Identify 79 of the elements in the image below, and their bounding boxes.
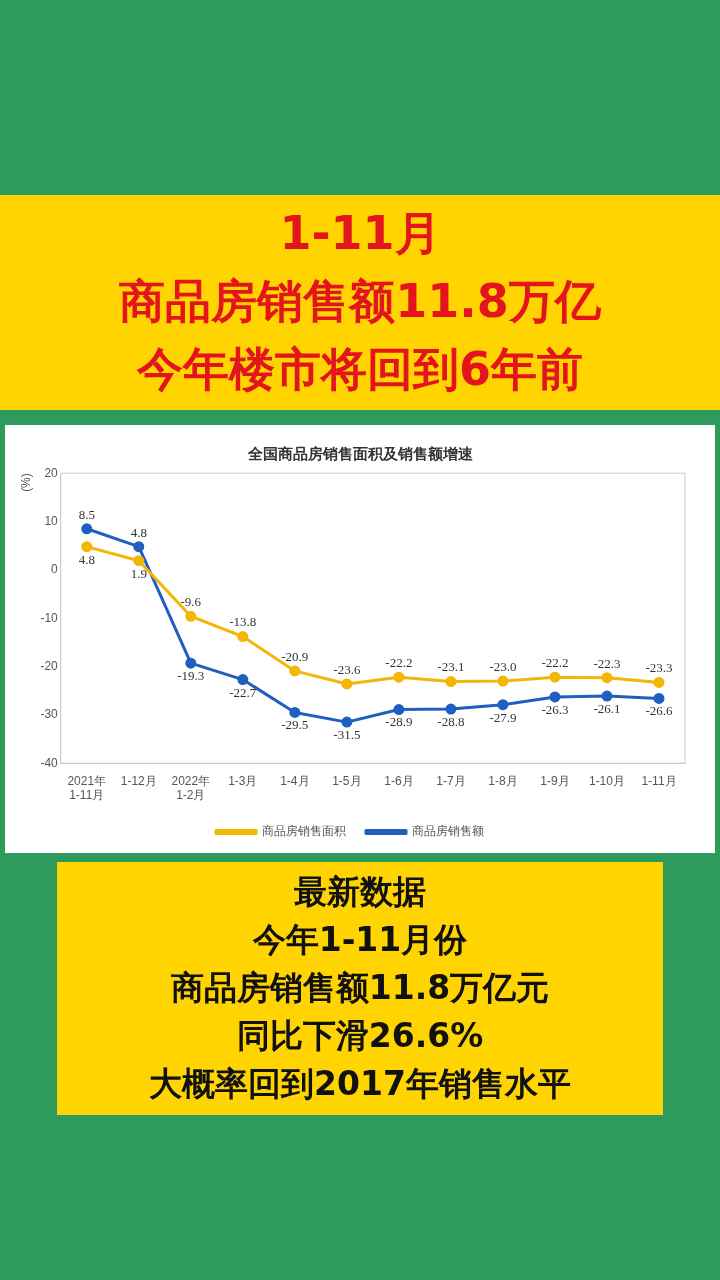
point: [549, 671, 561, 683]
data-label: -27.9: [489, 709, 517, 725]
data-label: -28.9: [385, 714, 413, 730]
point: [289, 706, 301, 718]
data-label: 4.8: [130, 524, 147, 540]
data-label: -23.6: [333, 661, 361, 677]
data-label: -28.8: [437, 713, 465, 729]
point: [601, 690, 613, 702]
data-label: -13.8: [229, 614, 257, 630]
text: 最新数据: [293, 871, 427, 913]
data-label: -26.3: [541, 701, 569, 717]
x-tick-label: 1-6月: [384, 773, 414, 788]
point: [237, 631, 249, 643]
data-label: -23.0: [489, 658, 517, 674]
x-tick-label: 1-8月: [488, 773, 518, 788]
point: [653, 692, 665, 704]
point: [393, 704, 405, 716]
text: 1-11月: [278, 205, 442, 262]
data-label: -22.7: [229, 684, 257, 700]
x-tick-label: 1-9月: [540, 773, 570, 788]
y-tick-label: 10: [44, 513, 59, 528]
point: [133, 541, 145, 553]
point: [445, 676, 457, 688]
point: [445, 703, 457, 715]
point: [341, 716, 353, 728]
x-tick-label: 1-5月: [332, 773, 362, 788]
point: [393, 671, 405, 683]
point: [185, 610, 197, 622]
data-label: -26.6: [645, 703, 674, 719]
data-label: -22.2: [385, 655, 413, 671]
data-label: -19.3: [177, 668, 205, 684]
point: [81, 523, 93, 535]
x-tick-label: 1-10月: [588, 773, 625, 788]
data-label: -26.1: [593, 700, 621, 716]
point: [601, 672, 613, 684]
data-label: 1.9: [130, 565, 147, 581]
chart-title: 全国商品房销售面积及销售额增速: [246, 445, 474, 464]
text: 商品房销售额11.8万亿: [118, 273, 602, 330]
data-label: -22.2: [541, 655, 569, 671]
data-label: -31.5: [333, 727, 361, 743]
data-label: 8.5: [78, 506, 95, 522]
y-axis-title: (%): [18, 473, 33, 492]
point: [237, 674, 249, 686]
data-label: -23.3: [645, 660, 673, 676]
x-tick-label: 1-12月: [120, 773, 157, 788]
y-tick-label: -40: [40, 755, 59, 770]
text: 大概率回到2017年销售水平: [148, 1063, 572, 1105]
data-label: -23.1: [437, 659, 465, 675]
x-tick-label: 1-7月: [436, 773, 466, 788]
data-label: -29.5: [281, 717, 309, 733]
y-tick-label: -10: [40, 610, 59, 625]
point: [81, 541, 93, 553]
x-tick-label: 1-4月: [280, 773, 310, 788]
point: [497, 675, 509, 687]
y-tick-label: 20: [44, 465, 59, 480]
y-tick-label: -20: [40, 658, 59, 673]
legend-label: 商品房销售面积: [262, 824, 346, 839]
data-label: -22.3: [593, 655, 621, 671]
y-tick-label: -30: [40, 707, 59, 722]
text: 今年1-11月份: [251, 919, 469, 961]
point: [133, 555, 145, 567]
data-label: -20.9: [281, 648, 309, 664]
x-tick-label: 2022年 1-2月: [171, 773, 211, 803]
legend-label: 商品房销售额: [412, 824, 484, 839]
point: [185, 657, 197, 669]
text: 今年楼市将回到6年前: [136, 341, 584, 398]
data-label: 4.8: [78, 551, 95, 567]
point: [289, 665, 301, 677]
x-tick-label: 2021年 1-11月: [67, 773, 107, 803]
point: [497, 699, 509, 711]
data-label: -9.6: [180, 594, 202, 610]
y-tick-label: 0: [51, 562, 59, 577]
text: 商品房销售额11.8万亿元: [169, 967, 551, 1009]
x-tick-label: 1-11月: [641, 773, 677, 788]
point: [549, 691, 561, 703]
x-tick-label: 1-3月: [228, 773, 258, 788]
point: [341, 678, 353, 690]
text: 同比下滑26.6%: [235, 1015, 485, 1057]
point: [653, 676, 665, 688]
